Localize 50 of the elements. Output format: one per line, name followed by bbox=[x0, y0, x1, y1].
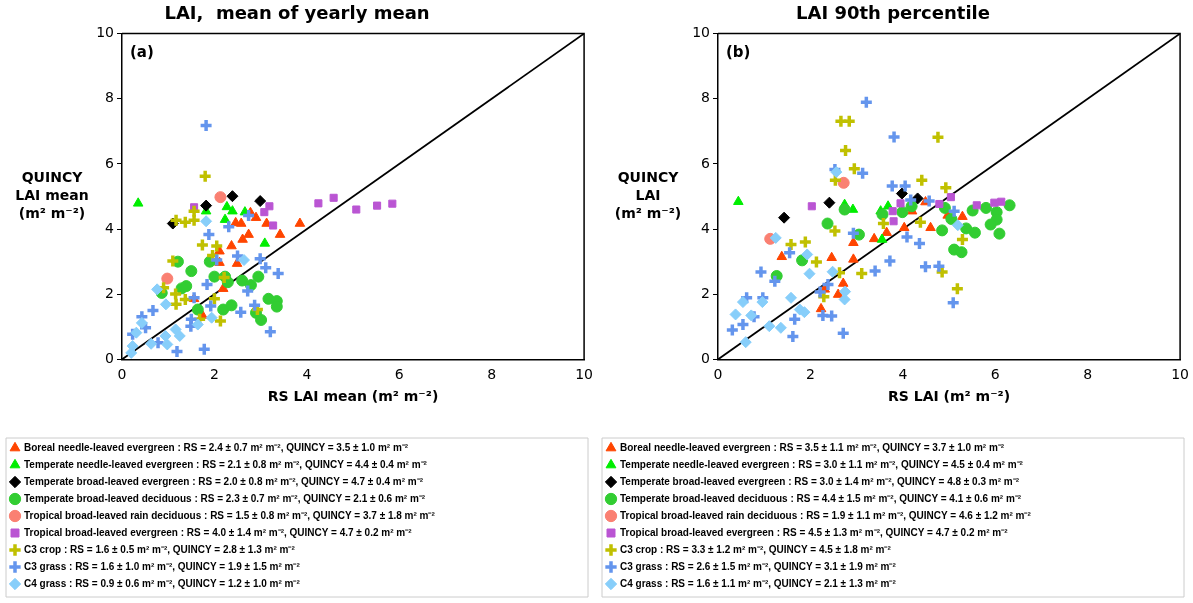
legend-label: Tropical broad-leaved evergreen : RS = 4.0 ± 1.4 m² m⁻², QUINCY = 4.7 ± 0.2 m² m⁻² bbox=[24, 526, 413, 538]
legend-label: Temperate broad-leaved evergreen : RS = 3.0 ± 1.4 m² m⁻², QUINCY = 4.8 ± 0.3 m² m⁻² bbox=[620, 475, 1020, 487]
y-axis-title: QUINCY LAI mean (m² m⁻²) bbox=[15, 169, 89, 222]
y-tick-label: 8 bbox=[105, 89, 114, 106]
x-tick-label: 10 bbox=[1171, 366, 1190, 383]
chart-title: LAI 90th percentile bbox=[796, 2, 990, 24]
y-tick-label: 6 bbox=[105, 154, 115, 171]
legend-label: Tropical broad-leaved evergreen : RS = 4.5 ± 1.3 m² m⁻², QUINCY = 4.7 ± 0.2 m² m⁻² bbox=[620, 526, 1009, 538]
legend-label: Temperate needle-leaved evergreen : RS = 2.1 ± 0.8 m² m⁻², QUINCY = 4.4 ± 0.4 m² m⁻² bbox=[24, 458, 428, 470]
x-tick-label: 2 bbox=[209, 366, 219, 383]
y-tick-label: 0 bbox=[701, 350, 710, 367]
legend-label: Tropical broad-leaved rain deciduous : RS = 1.9 ± 1.1 m² m⁻², QUINCY = 4.6 ± 1.2 m² m⁻² bbox=[620, 509, 1032, 521]
legend-label: C3 crop : RS = 3.3 ± 1.2 m² m⁻², QUINCY = 4.5 ± 1.8 m² m⁻² bbox=[620, 543, 892, 555]
y-tick-label: 10 bbox=[692, 24, 710, 41]
legend-label: Boreal needle-leaved evergreen : RS = 3.5 ± 1.1 m² m⁻², QUINCY = 3.7 ± 1.0 m² m⁻² bbox=[620, 441, 1005, 453]
legend-label: Temperate broad-leaved deciduous : RS = 4.4 ± 1.5 m² m⁻², QUINCY = 4.1 ± 0.6 m² m⁻² bbox=[620, 492, 1022, 504]
x-tick-label: 0 bbox=[117, 366, 127, 383]
y-tick-label: 4 bbox=[105, 219, 115, 236]
y-tick-label: 6 bbox=[701, 154, 711, 171]
legend-label: C3 crop : RS = 1.6 ± 0.5 m² m⁻², QUINCY = 2.8 ± 1.3 m² m⁻² bbox=[24, 543, 296, 555]
chart-title: LAI, mean of yearly mean bbox=[164, 2, 430, 24]
legend-label: C3 grass : RS = 2.6 ± 1.5 m² m⁻², QUINCY = 3.1 ± 1.9 m² m⁻² bbox=[620, 560, 897, 572]
x-axis-title: RS LAI (m² m⁻²) bbox=[888, 388, 1011, 405]
x-tick-label: 6 bbox=[394, 366, 404, 383]
x-tick-label: 10 bbox=[575, 366, 594, 383]
legend-label: C3 grass : RS = 1.6 ± 1.0 m² m⁻², QUINCY = 1.9 ± 1.5 m² m⁻² bbox=[24, 560, 301, 572]
legend-label: Temperate needle-leaved evergreen : RS = 3.0 ± 1.1 m² m⁻², QUINCY = 4.5 ± 0.4 m² m⁻² bbox=[620, 458, 1024, 470]
legend-label: Boreal needle-leaved evergreen : RS = 2.4 ± 0.7 m² m⁻², QUINCY = 3.5 ± 1.0 m² m⁻² bbox=[24, 441, 409, 453]
x-tick-label: 4 bbox=[302, 366, 312, 383]
y-tick-label: 8 bbox=[701, 89, 710, 106]
legend-label: Tropical broad-leaved rain deciduous : RS = 1.5 ± 0.8 m² m⁻², QUINCY = 3.7 ± 1.8 m² m⁻² bbox=[24, 509, 436, 521]
x-tick-label: 4 bbox=[898, 366, 908, 383]
y-tick-label: 4 bbox=[701, 219, 711, 236]
y-tick-label: 2 bbox=[701, 284, 710, 301]
y-tick-label: 0 bbox=[105, 350, 114, 367]
x-tick-label: 8 bbox=[487, 366, 497, 383]
x-tick-label: 2 bbox=[805, 366, 815, 383]
legend-label: Temperate broad-leaved deciduous : RS = 2.3 ± 0.7 m² m⁻², QUINCY = 2.1 ± 0.6 m² m⁻² bbox=[24, 492, 426, 504]
y-tick-label: 10 bbox=[96, 24, 114, 41]
y-axis-title: QUINCY LAI (m² m⁻²) bbox=[614, 169, 682, 222]
x-axis-title: RS LAI mean (m² m⁻²) bbox=[267, 388, 439, 405]
annotation: (b) bbox=[726, 43, 751, 62]
x-tick-label: 0 bbox=[713, 366, 723, 383]
y-tick-label: 2 bbox=[105, 284, 114, 301]
legend-label: C4 grass : RS = 0.9 ± 0.6 m² m⁻², QUINCY = 1.2 ± 1.0 m² m⁻² bbox=[24, 577, 301, 589]
x-tick-label: 6 bbox=[990, 366, 1000, 383]
x-tick-label: 8 bbox=[1083, 366, 1093, 383]
annotation: (a) bbox=[130, 43, 154, 62]
legend-label: Temperate broad-leaved evergreen : RS = 2.0 ± 0.8 m² m⁻², QUINCY = 4.7 ± 0.4 m² m⁻² bbox=[24, 475, 424, 487]
legend-label: C4 grass : RS = 1.6 ± 1.1 m² m⁻², QUINCY = 2.1 ± 1.3 m² m⁻² bbox=[620, 577, 897, 589]
